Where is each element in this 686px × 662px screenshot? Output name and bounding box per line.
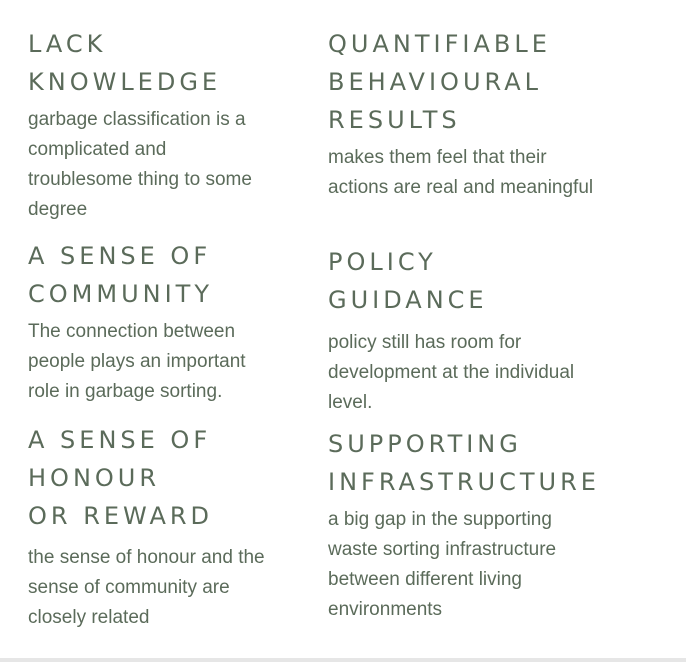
card-title: SUPPORTING INFRASTRUCTURE <box>328 430 600 496</box>
card-title: QUANTIFIABLE BEHAVIOURAL RESULTS <box>328 30 551 134</box>
card-policy-guidance: POLICY GUIDANCE policy still has room fo… <box>328 243 668 418</box>
card-description: the sense of honour and the sense of com… <box>28 547 265 628</box>
card-title: A SENSE OF HONOUR OR REWARD <box>28 426 214 530</box>
card-quantifiable-behavioural-results: QUANTIFIABLE BEHAVIOURAL RESULTS makes t… <box>328 25 668 203</box>
card-sense-of-community: A SENSE OF COMMUNITY The connection betw… <box>28 237 308 407</box>
card-lack-knowledge: LACK KNOWLEDGE garbage classification is… <box>28 25 308 225</box>
card-supporting-infrastructure: SUPPORTING INFRASTRUCTURE a big gap in t… <box>328 425 668 625</box>
bottom-divider <box>0 658 686 662</box>
card-description: a big gap in the supporting waste sortin… <box>328 509 557 620</box>
card-description: policy still has room for development at… <box>328 332 575 413</box>
card-description: garbage classification is a complicated … <box>28 109 252 220</box>
card-description: makes them feel that their actions are r… <box>328 147 594 198</box>
card-title: POLICY GUIDANCE <box>328 248 488 314</box>
card-title: A SENSE OF COMMUNITY <box>28 242 213 308</box>
card-title: LACK KNOWLEDGE <box>28 30 222 96</box>
card-sense-of-honour-or-reward: A SENSE OF HONOUR OR REWARD the sense of… <box>28 421 318 633</box>
card-description: The connection between people plays an i… <box>28 321 246 402</box>
